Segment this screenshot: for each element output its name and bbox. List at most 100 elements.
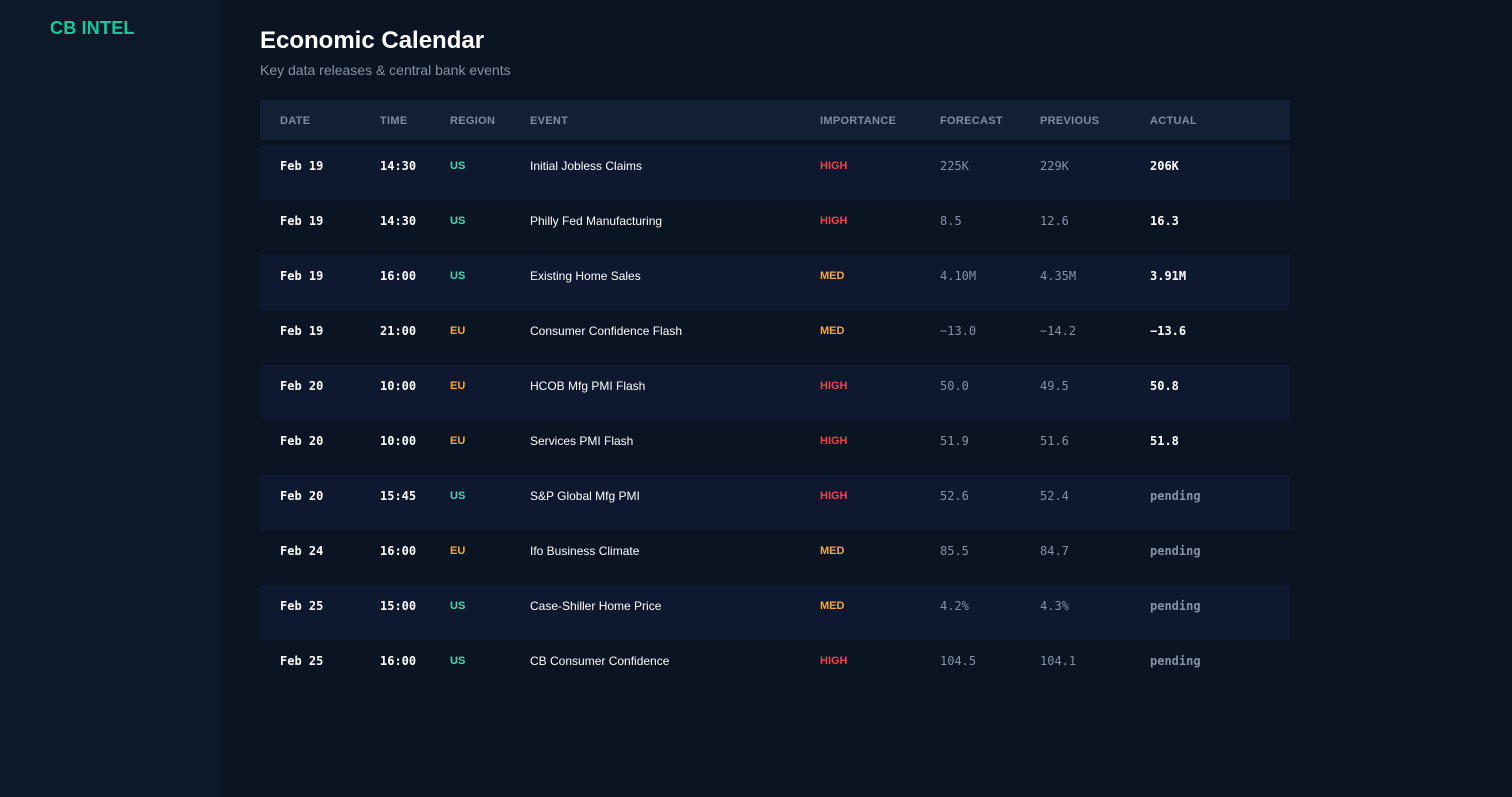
- column-header-forecast: FORECAST: [940, 115, 1003, 127]
- cell-forecast: 52.6: [940, 489, 969, 503]
- cell-time: 16:00: [380, 269, 417, 283]
- cell-actual: −13.6: [1150, 324, 1187, 338]
- cell-actual: 206K: [1150, 159, 1179, 173]
- cell-event: Existing Home Sales: [530, 269, 641, 283]
- cell-date: Feb 20: [280, 379, 324, 393]
- cell-forecast: 50.0: [940, 379, 969, 393]
- cell-forecast: 225K: [940, 159, 969, 173]
- table-row[interactable]: Feb 24 16:00 EU Ifo Business Climate MED 85.5…: [260, 530, 1290, 585]
- cell-date: Feb 20: [280, 434, 324, 448]
- table-row[interactable]: Feb 20 10:00 EU Services PMI Flash HIGH 51.9 5…: [260, 420, 1290, 475]
- column-header-actual: ACTUAL: [1150, 115, 1198, 127]
- cell-actual: 3.91M: [1150, 269, 1187, 283]
- table-row[interactable]: Feb 19 21:00 EU Consumer Confidence Flash ME…: [260, 310, 1290, 365]
- importance-badge: HIGH: [820, 380, 848, 392]
- table-body: Feb 19 14:30 US Initial Jobless Claims HIGH 2…: [260, 145, 1290, 695]
- cell-time: 15:45: [380, 489, 417, 503]
- cell-forecast: 4.2%: [940, 599, 969, 613]
- table-row[interactable]: Feb 25 15:00 US Case-Shiller Home Price MED 4…: [260, 585, 1290, 640]
- cell-actual: 50.8: [1150, 379, 1179, 393]
- cell-event: CB Consumer Confidence: [530, 654, 670, 668]
- importance-badge: HIGH: [820, 160, 848, 172]
- cell-event: Initial Jobless Claims: [530, 159, 643, 173]
- region-badge: US: [450, 655, 466, 667]
- cell-forecast: 4.10M: [940, 269, 977, 283]
- cell-time: 14:30: [380, 214, 417, 228]
- cell-time: 10:00: [380, 434, 417, 448]
- cell-actual: 51.8: [1150, 434, 1179, 448]
- cell-time: 15:00: [380, 599, 417, 613]
- cell-previous: 104.1: [1040, 654, 1077, 668]
- app-logo[interactable]: CB INTEL: [50, 18, 135, 38]
- table-header: DATE TIME REGION EVENT IMPORTANCE FORECA…: [260, 100, 1290, 140]
- cell-previous: 229K: [1040, 159, 1069, 173]
- cell-actual: pending: [1150, 489, 1201, 503]
- cell-event: Services PMI Flash: [530, 434, 634, 448]
- cell-event: Philly Fed Manufacturing: [530, 214, 663, 228]
- table-row[interactable]: Feb 20 10:00 EU HCOB Mfg PMI Flash HIGH 50.0 4…: [260, 365, 1290, 420]
- cell-event: S&P Global Mfg PMI: [530, 489, 640, 503]
- region-badge: EU: [450, 545, 466, 557]
- cell-forecast: −13.0: [940, 324, 977, 338]
- cell-previous: 84.7: [1040, 544, 1069, 558]
- cell-forecast: 8.5: [940, 214, 962, 228]
- region-badge: EU: [450, 435, 466, 447]
- cell-event: Case-Shiller Home Price: [530, 599, 662, 613]
- sidebar: CB INTEL: [0, 0, 220, 797]
- table-row[interactable]: Feb 25 16:00 US CB Consumer Confidence HIGH 1…: [260, 640, 1290, 695]
- table-row[interactable]: Feb 19 16:00 US Existing Home Sales MED 4.10M…: [260, 255, 1290, 310]
- cell-event: Ifo Business Climate: [530, 544, 640, 558]
- cell-actual: pending: [1150, 654, 1201, 668]
- table-row[interactable]: Feb 20 15:45 US S&P Global Mfg PMI HIGH 52.6 5…: [260, 475, 1290, 530]
- column-header-time: TIME: [380, 115, 408, 127]
- column-header-date: DATE: [280, 115, 311, 127]
- cell-date: Feb 19: [280, 214, 324, 228]
- cell-forecast: 104.5: [940, 654, 977, 668]
- cell-previous: 4.3%: [1040, 599, 1069, 613]
- page-title: Economic Calendar: [260, 27, 485, 54]
- cell-time: 21:00: [380, 324, 417, 338]
- importance-badge: MED: [820, 325, 845, 337]
- importance-badge: HIGH: [820, 215, 848, 227]
- importance-badge: HIGH: [820, 435, 848, 447]
- cell-event: Consumer Confidence Flash: [530, 324, 683, 338]
- cell-previous: −14.2: [1040, 324, 1077, 338]
- column-header-event: EVENT: [530, 115, 569, 127]
- cell-date: Feb 24: [280, 544, 324, 558]
- cell-date: Feb 19: [280, 269, 324, 283]
- importance-badge: HIGH: [820, 655, 848, 667]
- cell-forecast: 51.9: [940, 434, 969, 448]
- cell-date: Feb 25: [280, 599, 324, 613]
- cell-time: 16:00: [380, 544, 417, 558]
- main-content: Economic Calendar Key data releases & ce…: [220, 0, 1512, 797]
- column-header-region: REGION: [450, 115, 496, 127]
- cell-date: Feb 19: [280, 324, 324, 338]
- region-badge: US: [450, 160, 466, 172]
- cell-time: 16:00: [380, 654, 417, 668]
- importance-badge: MED: [820, 600, 845, 612]
- cell-actual: 16.3: [1150, 214, 1179, 228]
- region-badge: EU: [450, 380, 466, 392]
- cell-date: Feb 25: [280, 654, 324, 668]
- cell-previous: 4.35M: [1040, 269, 1077, 283]
- economic-calendar-table: DATE TIME REGION EVENT IMPORTANCE FORECA…: [260, 100, 1290, 695]
- cell-previous: 51.6: [1040, 434, 1069, 448]
- region-badge: EU: [450, 325, 466, 337]
- cell-time: 10:00: [380, 379, 417, 393]
- table-row[interactable]: Feb 19 14:30 US Philly Fed Manufacturing HIG…: [260, 200, 1290, 255]
- region-badge: US: [450, 600, 466, 612]
- page-subtitle: Key data releases & central bank events: [260, 62, 511, 78]
- cell-date: Feb 20: [280, 489, 324, 503]
- cell-previous: 52.4: [1040, 489, 1069, 503]
- region-badge: US: [450, 490, 466, 502]
- column-header-previous: PREVIOUS: [1040, 115, 1100, 127]
- table-row[interactable]: Feb 19 14:30 US Initial Jobless Claims HIGH 2…: [260, 145, 1290, 200]
- cell-actual: pending: [1150, 599, 1201, 613]
- cell-forecast: 85.5: [940, 544, 969, 558]
- cell-previous: 49.5: [1040, 379, 1069, 393]
- cell-previous: 12.6: [1040, 214, 1069, 228]
- cell-actual: pending: [1150, 544, 1201, 558]
- cell-time: 14:30: [380, 159, 417, 173]
- importance-badge: MED: [820, 270, 845, 282]
- importance-badge: HIGH: [820, 490, 848, 502]
